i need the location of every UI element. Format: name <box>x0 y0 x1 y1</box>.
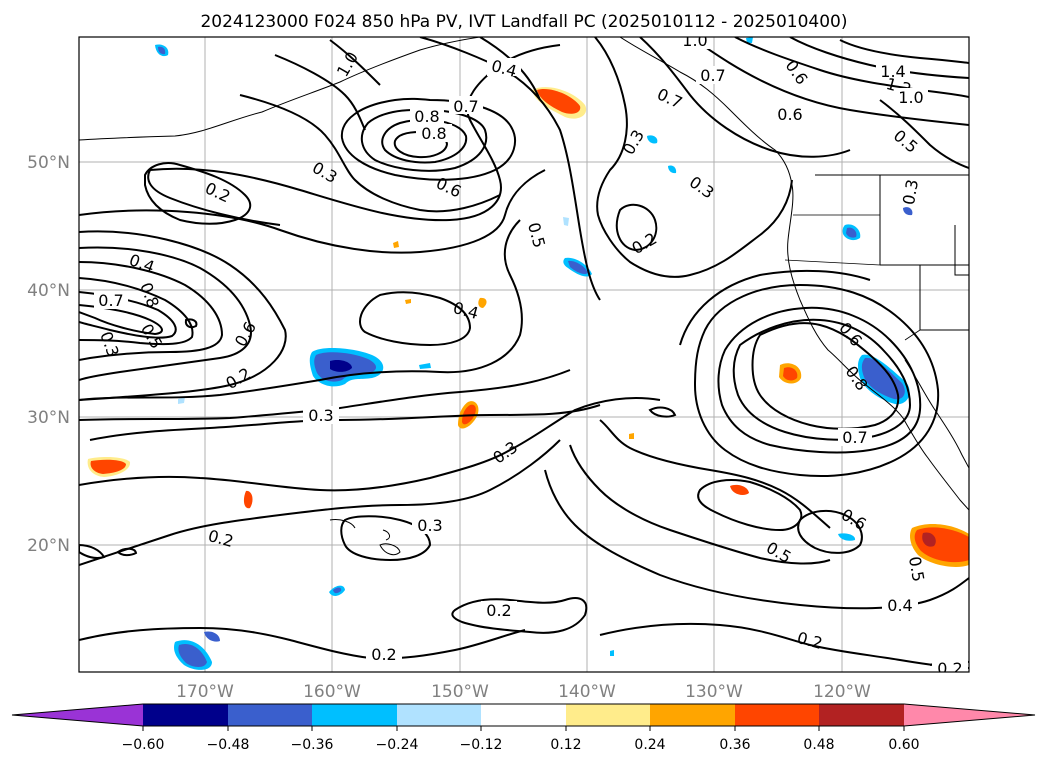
lon-tick-labels: 170°W 160°W 150°W 140°W 130°W 120°W <box>176 682 871 702</box>
colorbar-ticks <box>142 726 905 731</box>
contour-label: 0.2 <box>371 645 396 664</box>
colorbar-tick-label: −0.24 <box>376 737 419 753</box>
negative-anomaly <box>178 397 185 404</box>
colorbar-tick-label: 0.60 <box>888 737 919 753</box>
lon-tick-label: 160°W <box>303 682 361 702</box>
contour-label: 0.7 <box>700 66 725 85</box>
colorbar-tick-label: −0.48 <box>207 737 250 753</box>
contour-label: 0.3 <box>417 516 442 535</box>
colorbar-tick-label: 0.12 <box>550 737 581 753</box>
positive-anomaly <box>478 297 487 308</box>
negative-anomaly <box>610 650 614 656</box>
positive-anomaly <box>730 484 749 495</box>
positive-anomaly <box>393 241 399 248</box>
positive-anomaly <box>405 299 411 304</box>
negative-anomaly <box>158 46 166 55</box>
negative-anomaly <box>838 533 856 541</box>
ivt-shading <box>87 37 969 670</box>
contour-label: 0.4 <box>887 596 912 615</box>
contour-label: 0.7 <box>98 291 123 310</box>
lon-tick-label: 170°W <box>176 682 234 702</box>
colorbar-segment <box>228 704 312 726</box>
colorbar-tick-label: 0.24 <box>634 737 665 753</box>
negative-anomaly <box>330 359 352 372</box>
contour-label: 0.8 <box>414 107 439 126</box>
lat-tick-label: 40°N <box>27 281 70 301</box>
negative-anomaly <box>668 165 677 174</box>
contour-label: 0.7 <box>453 97 478 116</box>
contour-label: 0.2 <box>937 659 962 678</box>
colorbar-tick-label: 0.36 <box>719 737 750 753</box>
negative-anomaly <box>563 217 569 226</box>
positive-anomaly <box>90 459 126 474</box>
colorbar-tick-label: −0.36 <box>291 737 334 753</box>
lat-tick-label: 50°N <box>27 153 70 173</box>
contour-label: 1.4 <box>880 62 905 81</box>
contour-label: 0.3 <box>308 406 333 425</box>
positive-anomaly <box>629 433 634 439</box>
contour-label: 0.6 <box>777 105 802 124</box>
lon-tick-label: 140°W <box>558 682 616 702</box>
colorbar-segment <box>143 704 228 726</box>
contour-label: 0.5 <box>905 555 928 583</box>
colorbar-segment <box>819 704 904 726</box>
lat-tick-label: 30°N <box>27 408 70 428</box>
pv-contours <box>79 37 969 669</box>
colorbar-tick-label: −0.60 <box>122 737 165 753</box>
lon-tick-label: 150°W <box>431 682 489 702</box>
negative-anomaly <box>178 643 207 667</box>
colorbar-extend-min <box>12 704 143 726</box>
colorbar-tick-label: −0.12 <box>460 737 503 753</box>
colorbar: −0.60 −0.48 −0.36 −0.24 −0.12 0.12 0.24 … <box>11 703 1036 753</box>
colorbar-segment <box>397 704 481 726</box>
negative-anomaly <box>419 363 431 369</box>
negative-anomaly <box>647 135 658 144</box>
lat-tick-labels: 50°N 40°N 30°N 20°N <box>27 153 70 556</box>
negative-anomaly <box>568 260 588 275</box>
contour-label: 0.8 <box>421 124 446 143</box>
negative-anomaly <box>861 357 905 400</box>
lon-tick-label: 120°W <box>813 682 871 702</box>
lon-tick-label: 130°W <box>685 682 743 702</box>
colorbar-segment <box>566 704 650 726</box>
contour-label: 0.7 <box>842 428 867 447</box>
map-frame <box>78 36 970 673</box>
colorbar-segment <box>312 704 397 726</box>
contour-label: 1.0 <box>682 31 707 50</box>
negative-anomaly <box>204 631 220 642</box>
colorbar-tick-label: 0.48 <box>803 737 834 753</box>
colorbar-segment <box>650 704 735 726</box>
figure-title: 2024123000 F024 850 hPa PV, IVT Landfall… <box>200 12 847 32</box>
colorbar-segment <box>735 704 819 726</box>
colorbar-extend-max <box>904 704 1035 726</box>
negative-anomaly <box>846 227 857 238</box>
contour-label: 1.0 <box>898 88 923 107</box>
negative-anomaly <box>333 587 342 594</box>
contour-label: 0.2 <box>486 601 511 620</box>
positive-anomaly <box>783 367 798 381</box>
colorbar-segment <box>481 704 566 726</box>
contour-label: 0.3 <box>899 178 922 206</box>
lat-tick-label: 20°N <box>27 536 70 556</box>
positive-anomaly <box>537 89 581 114</box>
negative-anomaly <box>903 207 913 216</box>
positive-anomaly <box>243 490 253 509</box>
negative-anomaly <box>746 37 753 43</box>
map-panel: 1.0 0.4 0.7 0.8 0.6 0.8 1.0 0.7 1.4 1.2 … <box>79 31 969 678</box>
positive-anomaly <box>922 532 936 547</box>
